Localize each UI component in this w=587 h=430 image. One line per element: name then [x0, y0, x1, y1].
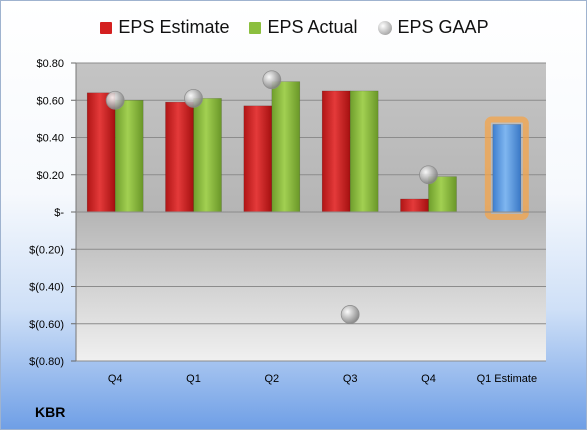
legend-item-eps-estimate: EPS Estimate — [100, 17, 229, 38]
x-tick-label: Q3 — [343, 373, 358, 385]
y-tick-label: $(0.20) — [29, 244, 64, 256]
x-tick-label: Q4 — [421, 373, 436, 385]
bar-eps-estimate — [321, 90, 351, 213]
bar-eps-actual — [271, 81, 301, 213]
y-tick-label: $(0.80) — [29, 356, 64, 368]
bar-eps-actual — [114, 100, 144, 213]
y-tick-label: $- — [54, 207, 64, 219]
legend-item-eps-actual: EPS Actual — [249, 17, 358, 38]
legend-item-eps-gaap: EPS GAAP — [377, 17, 489, 38]
dot-eps-gaap — [262, 70, 282, 90]
y-tick-label: $(0.60) — [29, 319, 64, 331]
bar-eps-estimate — [400, 198, 429, 213]
legend-label-eps-actual: EPS Actual — [267, 17, 358, 37]
bar-eps-actual — [349, 90, 379, 213]
y-tick-label: $0.40 — [36, 133, 64, 145]
y-tick-label: $0.80 — [36, 58, 64, 70]
legend-label-eps-estimate: EPS Estimate — [118, 17, 230, 37]
legend-swatch-eps-actual — [249, 21, 262, 34]
bar-eps-estimate — [165, 101, 194, 213]
y-tick-label: $0.20 — [36, 170, 64, 182]
x-tick-label: Q1 Estimate — [477, 373, 538, 385]
ticker-label: KBR — [35, 404, 66, 420]
x-tick-label: Q1 — [186, 373, 201, 385]
y-tick-label: $(0.40) — [29, 282, 64, 294]
dot-eps-gaap — [105, 90, 125, 110]
estimate-highlight — [484, 116, 529, 220]
legend-label-eps-gaap: EPS GAAP — [397, 17, 489, 37]
bar-eps-estimate — [86, 92, 116, 213]
bar-eps-estimate — [243, 105, 273, 213]
x-tick-label: Q4 — [108, 373, 123, 385]
y-tick-label: $0.60 — [36, 95, 64, 107]
legend: EPS Estimate EPS Actual EPS GAAP — [1, 17, 586, 38]
bar-q1-estimate — [492, 124, 522, 213]
dot-eps-gaap — [340, 305, 360, 324]
legend-swatch-eps-gaap — [377, 20, 392, 35]
bar-eps-actual — [193, 98, 222, 213]
dot-eps-gaap — [184, 88, 203, 108]
x-tick-label: Q2 — [264, 373, 279, 385]
dot-eps-gaap — [419, 165, 438, 185]
legend-swatch-eps-estimate — [100, 21, 113, 34]
